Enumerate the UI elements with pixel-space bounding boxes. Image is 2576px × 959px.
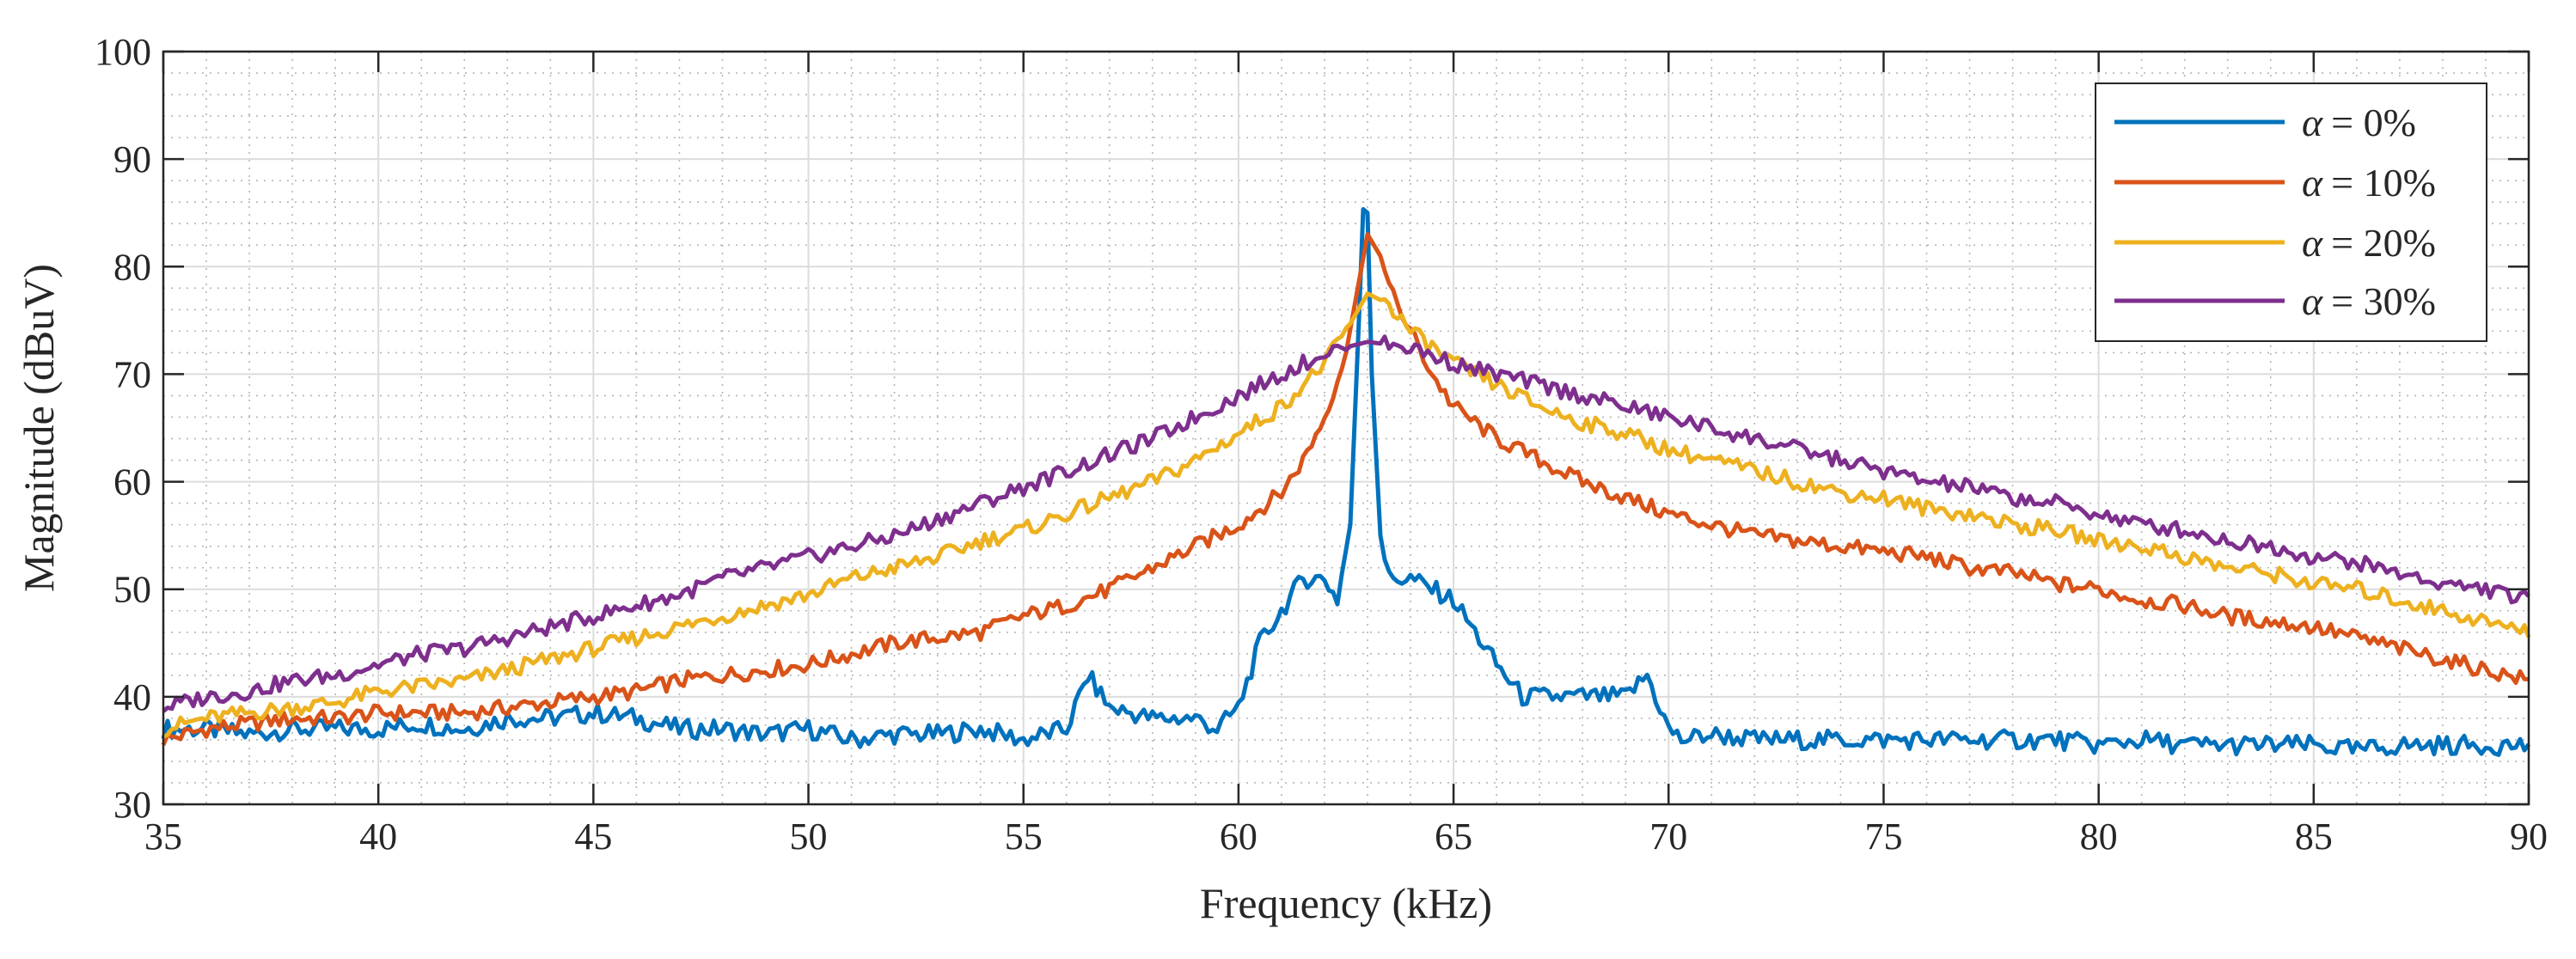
x-tick-label: 60 (1220, 815, 1257, 858)
series-line-3 (162, 334, 2530, 713)
legend-entry-2: α = 20% (2114, 221, 2436, 265)
y-tick-label: 40 (113, 676, 151, 718)
x-tick-label: 35 (144, 815, 182, 858)
y-tick-label: 80 (113, 246, 151, 288)
x-tick-label: 75 (1864, 815, 1902, 858)
legend-entry-0: α = 0% (2114, 101, 2416, 144)
y-tick-label: 100 (95, 31, 151, 73)
x-tick-label: 45 (574, 815, 612, 858)
y-tick-label: 30 (113, 784, 151, 826)
legend-symbol-2: α (2302, 221, 2323, 265)
tick-marks (162, 50, 2530, 806)
legend-value-3: = 30% (2331, 279, 2436, 323)
plot-frame (162, 50, 2530, 806)
series-layer (161, 207, 2531, 757)
legend-label-2: α = 20% (2302, 221, 2436, 265)
y-tick-labels: 30 40 50 60 70 80 90 100 (95, 31, 151, 826)
legend-symbol-1: α (2302, 161, 2323, 205)
legend-symbol-0: α (2302, 101, 2323, 144)
x-tick-labels: 35 40 45 50 55 60 65 70 75 80 85 90 (144, 815, 2548, 858)
legend-value-0: = 0% (2331, 101, 2416, 144)
legend-value-1: = 10% (2331, 161, 2436, 205)
x-tick-label: 65 (1435, 815, 1472, 858)
legend: α = 0% α = 10% α = 20% α = 30% (2095, 82, 2487, 342)
legend-entry-3: α = 30% (2114, 279, 2436, 323)
legend-entry-1: α = 10% (2114, 161, 2436, 205)
x-tick-label: 80 (2080, 815, 2118, 858)
x-axis-title: Frequency (kHz) (1200, 879, 1492, 927)
legend-label-0: α = 0% (2302, 101, 2416, 144)
y-tick-label: 60 (113, 461, 151, 504)
series-line-1 (161, 232, 2530, 746)
y-tick-label: 50 (113, 569, 151, 611)
x-tick-label: 55 (1005, 815, 1043, 858)
legend-label-3: α = 30% (2302, 279, 2436, 323)
x-tick-label: 40 (359, 815, 397, 858)
x-tick-label: 70 (1649, 815, 1687, 858)
x-tick-label: 90 (2510, 815, 2548, 858)
legend-symbol-3: α (2302, 279, 2323, 323)
legend-box (2095, 82, 2487, 342)
y-tick-label: 70 (113, 353, 151, 395)
series-line-2 (162, 291, 2531, 739)
legend-value-2: = 20% (2331, 221, 2436, 265)
series-line-0 (161, 207, 2531, 757)
minor-grid (163, 52, 2529, 804)
y-tick-label: 90 (113, 138, 151, 180)
x-tick-label: 50 (790, 815, 828, 858)
legend-label-1: α = 10% (2302, 161, 2436, 205)
y-axis-title: Magnitude (dBuV) (15, 264, 63, 592)
x-tick-label: 85 (2295, 815, 2333, 858)
